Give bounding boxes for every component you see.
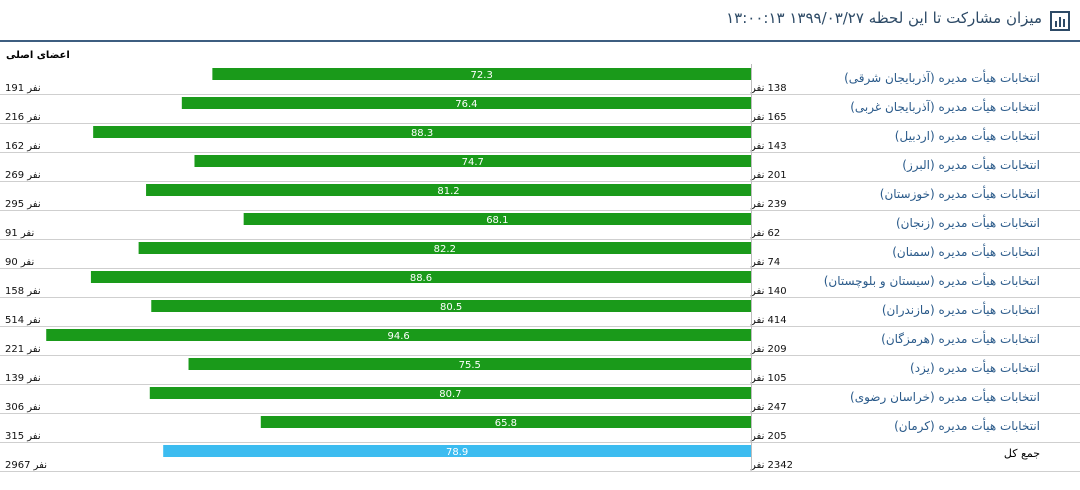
- voted-count-label: 201 نفر: [750, 170, 787, 181]
- member-count-label: 295 نفر: [5, 199, 41, 210]
- total-row-label: جمع کل: [1004, 447, 1040, 460]
- member-count-label: 306 نفر: [5, 402, 41, 413]
- row-label: انتخابات هیأت مدیره (کرمان): [894, 417, 1040, 434]
- total-bar-value-label: 78.9: [446, 447, 468, 458]
- member-count-label: 269 نفر: [5, 170, 41, 181]
- row-label: انتخابات هیأت مدیره (زنجان): [896, 214, 1040, 231]
- row-label: انتخابات هیأت مدیره (مازندران): [882, 301, 1040, 318]
- bar-value-label: 74.7: [462, 157, 484, 168]
- member-count-label: 315 نفر: [5, 431, 41, 442]
- bar: [243, 213, 751, 225]
- member-count-label: 2967 نفر: [5, 460, 47, 471]
- row-label: انتخابات هیأت مدیره (خوزستان): [880, 185, 1040, 202]
- bar: [151, 300, 751, 312]
- bar-value-label: 80.5: [440, 302, 462, 313]
- row-label: انتخابات هیأت مدیره (خراسان رضوی): [850, 388, 1040, 405]
- voted-count-label: 138 نفر: [750, 83, 787, 94]
- bar: [181, 97, 751, 109]
- chart-header: میزان مشارکت تا این لحظه ۱۳۹۹/۰۳/۲۷ ۱۳:۰…: [0, 0, 1080, 42]
- row-label: انتخابات هیأت مدیره (اردبیل): [895, 127, 1040, 144]
- member-count-label: 162 نفر: [5, 141, 41, 152]
- member-count-label: 514 نفر: [5, 315, 41, 326]
- member-count-label: 91 نفر: [5, 228, 34, 239]
- row-label: انتخابات هیأت مدیره (سیستان و بلوچستان): [824, 272, 1040, 289]
- voted-count-label: 209 نفر: [750, 344, 787, 355]
- row-label: انتخابات هیأت مدیره (سمنان): [892, 243, 1040, 260]
- voted-count-label: 165 نفر: [750, 112, 787, 123]
- voted-count-label: 2342 نفر: [750, 460, 793, 471]
- bar: [194, 155, 752, 167]
- voted-count-label: 414 نفر: [750, 315, 787, 326]
- voted-count-label: 205 نفر: [750, 431, 787, 442]
- bar-value-label: 80.7: [439, 389, 461, 400]
- bar-value-label: 75.5: [459, 360, 481, 371]
- bar-value-label: 88.6: [410, 273, 432, 284]
- bar-value-label: 65.8: [495, 418, 517, 429]
- row-label: انتخابات هیأت مدیره (آذربایجان شرقی): [844, 69, 1040, 86]
- page-title: میزان مشارکت تا این لحظه ۱۳۹۹/۰۳/۲۷ ۱۳:۰…: [726, 9, 1042, 27]
- bar-value-label: 88.3: [411, 128, 433, 139]
- voted-count-label: 143 نفر: [750, 141, 787, 152]
- row-label: انتخابات هیأت مدیره (هرمزگان): [881, 330, 1040, 347]
- bar: [188, 358, 751, 370]
- voted-count-label: 74 نفر: [750, 257, 780, 268]
- member-count-label: 90 نفر: [5, 257, 34, 268]
- bar-value-label: 81.2: [437, 186, 459, 197]
- bar: [46, 329, 752, 341]
- bar-chart-icon: [1050, 11, 1070, 31]
- bar: [260, 416, 751, 428]
- bar-value-label: 72.3: [471, 70, 493, 81]
- row-label: انتخابات هیأت مدیره (البرز): [902, 156, 1040, 173]
- row-label: انتخابات هیأت مدیره (آذربایجان غربی): [850, 98, 1040, 115]
- row-label: انتخابات هیأت مدیره (یزد): [910, 359, 1040, 376]
- member-count-label: 216 نفر: [5, 112, 41, 123]
- voted-count-label: 140 نفر: [750, 286, 787, 297]
- bar: [212, 68, 752, 80]
- member-count-label: 191 نفر: [5, 83, 41, 94]
- bar-value-label: 82.2: [434, 244, 456, 255]
- bar: [138, 242, 752, 254]
- bar: [146, 184, 751, 196]
- bar-value-label: 76.4: [455, 99, 477, 110]
- voted-count-label: 105 نفر: [750, 373, 787, 384]
- bar: [90, 271, 752, 283]
- total-bar: [163, 445, 751, 457]
- bar-value-label: 68.1: [486, 215, 508, 226]
- voted-count-label: 239 نفر: [750, 199, 787, 210]
- member-count-label: 221 نفر: [5, 344, 41, 355]
- members-column-label: اعضای اصلی: [6, 50, 70, 61]
- voted-count-label: 247 نفر: [750, 402, 787, 413]
- voted-count-label: 62 نفر: [750, 228, 780, 239]
- bar-value-label: 94.6: [387, 331, 409, 342]
- member-count-label: 158 نفر: [5, 286, 41, 297]
- member-count-label: 139 نفر: [5, 373, 41, 384]
- bar: [149, 387, 751, 399]
- bar: [93, 126, 752, 138]
